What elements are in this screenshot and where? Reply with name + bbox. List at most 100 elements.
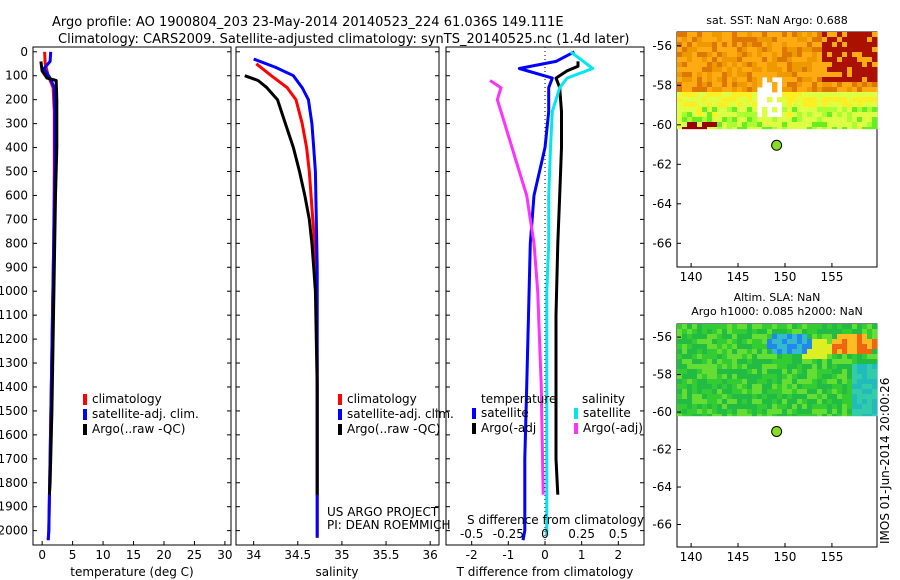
- map-cell: [722, 87, 728, 93]
- map-cell: [872, 112, 878, 118]
- map-cell: [817, 329, 823, 335]
- map-cell: [727, 42, 733, 48]
- map-cell: [767, 339, 773, 345]
- map-cell: [802, 364, 808, 370]
- map-cell: [737, 117, 743, 123]
- map-cell: [737, 102, 743, 108]
- map-cell: [682, 354, 688, 360]
- map-cell: [692, 102, 698, 108]
- y-tick-label: 1600: [0, 428, 28, 442]
- map-cell: [852, 414, 858, 417]
- map-cell: [742, 409, 748, 415]
- map-cell: [847, 102, 853, 108]
- map-cell: [677, 32, 683, 38]
- map-cell: [812, 339, 818, 345]
- map-cell: [847, 57, 853, 63]
- map-cell: [842, 82, 848, 88]
- map-cell: [837, 379, 843, 385]
- map-cell: [862, 359, 868, 365]
- map-cell: [717, 359, 723, 365]
- map-cell: [817, 359, 823, 365]
- map-cell: [697, 339, 703, 345]
- map-cell: [827, 87, 833, 93]
- map-cell: [727, 369, 733, 375]
- map-cell: [717, 72, 723, 78]
- map-cell: [697, 354, 703, 360]
- map-cell: [832, 384, 838, 390]
- map-cell: [797, 97, 803, 103]
- map-cell: [797, 72, 803, 78]
- y-tick-label: 600: [5, 188, 28, 202]
- temperature-panel-frame: [32, 46, 232, 546]
- map-cell: [772, 409, 778, 415]
- map-cell: [697, 349, 703, 355]
- map-cell: [832, 414, 838, 417]
- map-cell: [742, 62, 748, 68]
- map-cell: [702, 112, 708, 118]
- map-cell: [712, 364, 718, 370]
- map-cell: [712, 127, 718, 130]
- map-cell: [747, 72, 753, 78]
- map-cell: [807, 409, 813, 415]
- map-cell: [797, 364, 803, 370]
- map-cell: [792, 324, 798, 330]
- y-tick-label: 1000: [0, 284, 28, 298]
- map-cell: [692, 339, 698, 345]
- map-cell: [782, 399, 788, 405]
- x-tick-label: 155: [820, 270, 843, 284]
- map-cell: [742, 384, 748, 390]
- map-cell: [697, 369, 703, 375]
- legend-label: Argo(..raw -QC): [92, 422, 185, 436]
- map-cell: [827, 122, 833, 128]
- map-cell: [862, 112, 868, 118]
- map-cell: [697, 107, 703, 113]
- map-cell: [772, 344, 778, 350]
- map-cell: [732, 409, 738, 415]
- map-cell: [772, 37, 778, 43]
- map-cell: [722, 97, 728, 103]
- map-cell: [787, 339, 793, 345]
- map-cell: [832, 97, 838, 103]
- map-cell: [767, 62, 773, 68]
- legend-swatch: [83, 424, 87, 435]
- y-tick-label: 1900: [0, 500, 28, 514]
- map-cell: [722, 389, 728, 395]
- map-cell: [737, 107, 743, 113]
- map-cell: [727, 112, 733, 118]
- map-cell: [682, 102, 688, 108]
- map-cell: [727, 399, 733, 405]
- map-cell: [677, 112, 683, 118]
- map-cell: [792, 42, 798, 48]
- map-cell: [727, 394, 733, 400]
- map-cell: [757, 394, 763, 400]
- map-cell: [752, 404, 758, 410]
- map-cell: [832, 359, 838, 365]
- map-cell: [847, 384, 853, 390]
- map-cell: [782, 112, 788, 118]
- y-tick-label: -58: [652, 78, 672, 92]
- map-cell: [707, 97, 713, 103]
- map-cell: [807, 42, 813, 48]
- map-cell: [697, 97, 703, 103]
- map-cell: [797, 379, 803, 385]
- map-cell: [792, 404, 798, 410]
- map-cell: [857, 77, 863, 83]
- map-cell: [867, 324, 873, 330]
- map-cell: [752, 379, 758, 385]
- map-cell: [732, 384, 738, 390]
- map-cell: [742, 117, 748, 123]
- x-tick-label: -2: [466, 548, 478, 562]
- map-cell: [817, 364, 823, 370]
- map-cell: [727, 102, 733, 108]
- map-cell: [747, 97, 753, 103]
- map-cell: [677, 384, 683, 390]
- map-cell: [832, 404, 838, 410]
- map-cell: [787, 97, 793, 103]
- map-cell: [787, 52, 793, 58]
- map-cell: [797, 339, 803, 345]
- map-cell: [682, 72, 688, 78]
- map-cell: [847, 62, 853, 68]
- map-cell: [692, 374, 698, 380]
- map-cell: [867, 32, 873, 38]
- map-cell: [722, 349, 728, 355]
